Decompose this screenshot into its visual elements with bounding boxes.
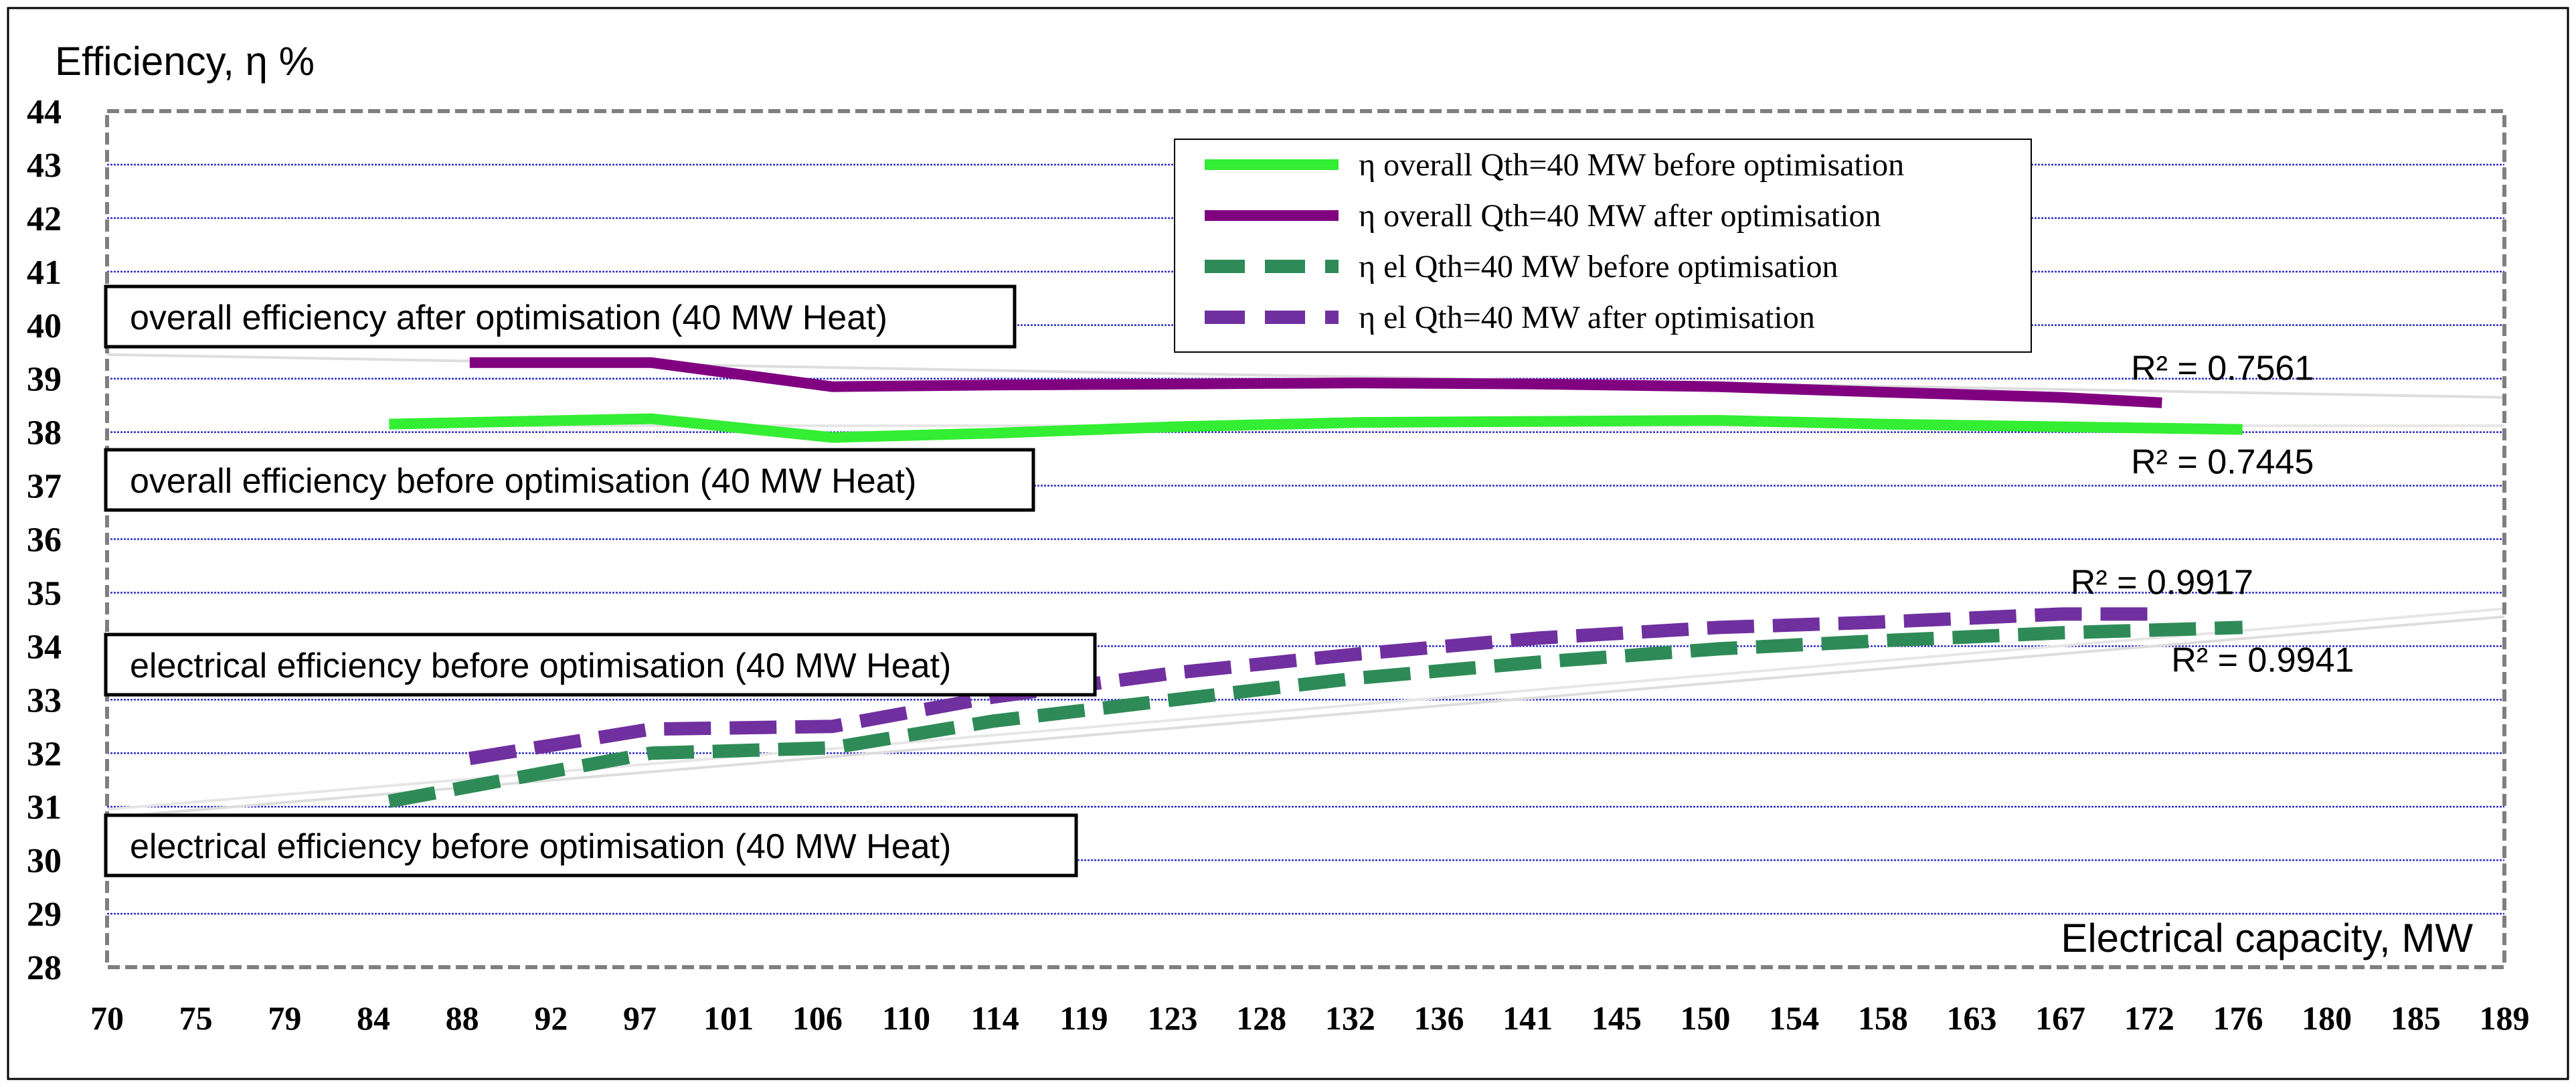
annotation-box: [104, 284, 1017, 349]
legend-box: [1174, 139, 2032, 353]
annotation-label: electrical efficiency before optimisatio…: [130, 647, 951, 685]
y-tick-label: 42: [27, 200, 62, 238]
x-tick-label: 158: [1858, 999, 1908, 1037]
x-tick-label: 132: [1325, 999, 1375, 1037]
legend-label: η el Qth=40 MW after optimisation: [1359, 300, 1815, 335]
y-tick-label: 38: [27, 414, 62, 452]
annotation-label: overall efficiency after optimisation (4…: [130, 299, 887, 337]
y-tick-label: 33: [27, 681, 62, 720]
annotation-box: [104, 448, 1035, 512]
annotation-box: [104, 813, 1078, 877]
annotation-label: overall efficiency before optimisation (…: [130, 462, 916, 501]
annotations: overall efficiency after optimisation (4…: [104, 284, 1097, 877]
y-tick-label: 32: [27, 735, 62, 773]
trendline: [106, 607, 2505, 811]
legend-label: η el Qth=40 MW before optimisation: [1359, 249, 1838, 284]
x-tick-label: 185: [2391, 999, 2441, 1037]
x-tick-label: 128: [1236, 999, 1286, 1037]
series-line: [469, 357, 2162, 408]
y-tick-label: 44: [27, 93, 62, 131]
x-tick-label: 176: [2213, 999, 2263, 1037]
y-tick-label: 28: [27, 949, 62, 987]
x-tick-label: 84: [357, 999, 390, 1037]
x-tick-label: 114: [971, 999, 1019, 1037]
y-tick-label: 29: [27, 896, 62, 934]
plot-border: [105, 109, 2506, 969]
x-tick-label: 163: [1947, 999, 1997, 1037]
x-tick-label: 119: [1059, 999, 1108, 1037]
y-tick-label: 34: [27, 628, 62, 666]
x-axis-title: Electrical capacity, MW: [2061, 916, 2473, 960]
x-tick-label: 70: [90, 999, 124, 1037]
legend-label: η overall Qth=40 MW after optimisation: [1359, 198, 1881, 234]
x-tick-label: 150: [1681, 999, 1731, 1037]
annotation-label: electrical efficiency before optimisatio…: [130, 827, 951, 866]
x-tick-label: 75: [179, 999, 213, 1037]
x-tick-label: 141: [1502, 999, 1553, 1037]
x-tick-label: 145: [1592, 999, 1642, 1037]
y-tick-label: 41: [27, 254, 62, 292]
r2-label: R² = 0.9917: [2071, 563, 2253, 602]
x-tick-label: 92: [534, 999, 568, 1037]
x-tick-label: 167: [2035, 999, 2085, 1037]
trendline: [106, 615, 2505, 819]
x-tick-label: 154: [1769, 999, 1819, 1037]
y-tick-label: 35: [27, 574, 62, 612]
y-tick-label: 39: [27, 361, 62, 399]
r2-label: R² = 0.7561: [2131, 349, 2314, 388]
r2-label: R² = 0.7445: [2131, 443, 2314, 482]
x-tick-label: 79: [268, 999, 301, 1037]
y-tick-label: 37: [27, 468, 62, 506]
x-tick-label: 110: [882, 999, 930, 1037]
y-tick-label: 31: [27, 788, 62, 827]
y-tick-label: 36: [27, 521, 62, 560]
series-line: [389, 413, 2243, 443]
x-tick-label: 123: [1148, 999, 1198, 1037]
x-tick-labels: 70 75 79 84 88 92 97 101 106 110 114 119 123 128 132 13…: [90, 999, 2530, 1037]
legend: η overall Qth=40 MW before optimisation η…: [1174, 139, 2032, 353]
x-tick-label: 101: [703, 999, 754, 1037]
x-tick-label: 189: [2480, 999, 2530, 1037]
r-squared-labels: R² = 0.7561 R² = 0.7445 R² = 0.9917 R² = 0.…: [2071, 349, 2354, 680]
legend-items: η overall Qth=40 MW before optimisation η…: [1205, 147, 1904, 335]
x-tick-label: 180: [2302, 999, 2352, 1037]
series-line: [468, 607, 2162, 766]
r2-label: R² = 0.9941: [2171, 641, 2354, 679]
x-tick-label: 97: [623, 999, 657, 1037]
x-tick-label: 88: [446, 999, 479, 1037]
x-tick-label: 172: [2124, 999, 2174, 1037]
x-tick-label: 136: [1414, 999, 1464, 1037]
x-tick-label: 106: [792, 999, 843, 1037]
y-tick-label: 30: [27, 842, 62, 880]
y-tick-label: 40: [27, 307, 62, 345]
y-tick-labels: 28 29 30 31 32 33 34 35 36 37 38 39 40 41 42 43 44: [27, 93, 62, 987]
annotation-box: [104, 633, 1097, 697]
y-tick-label: 43: [27, 147, 62, 185]
series-lines: [388, 357, 2243, 809]
y-axis-title: Efficiency, η %: [55, 39, 315, 84]
legend-label: η overall Qth=40 MW before optimisation: [1359, 147, 1904, 183]
